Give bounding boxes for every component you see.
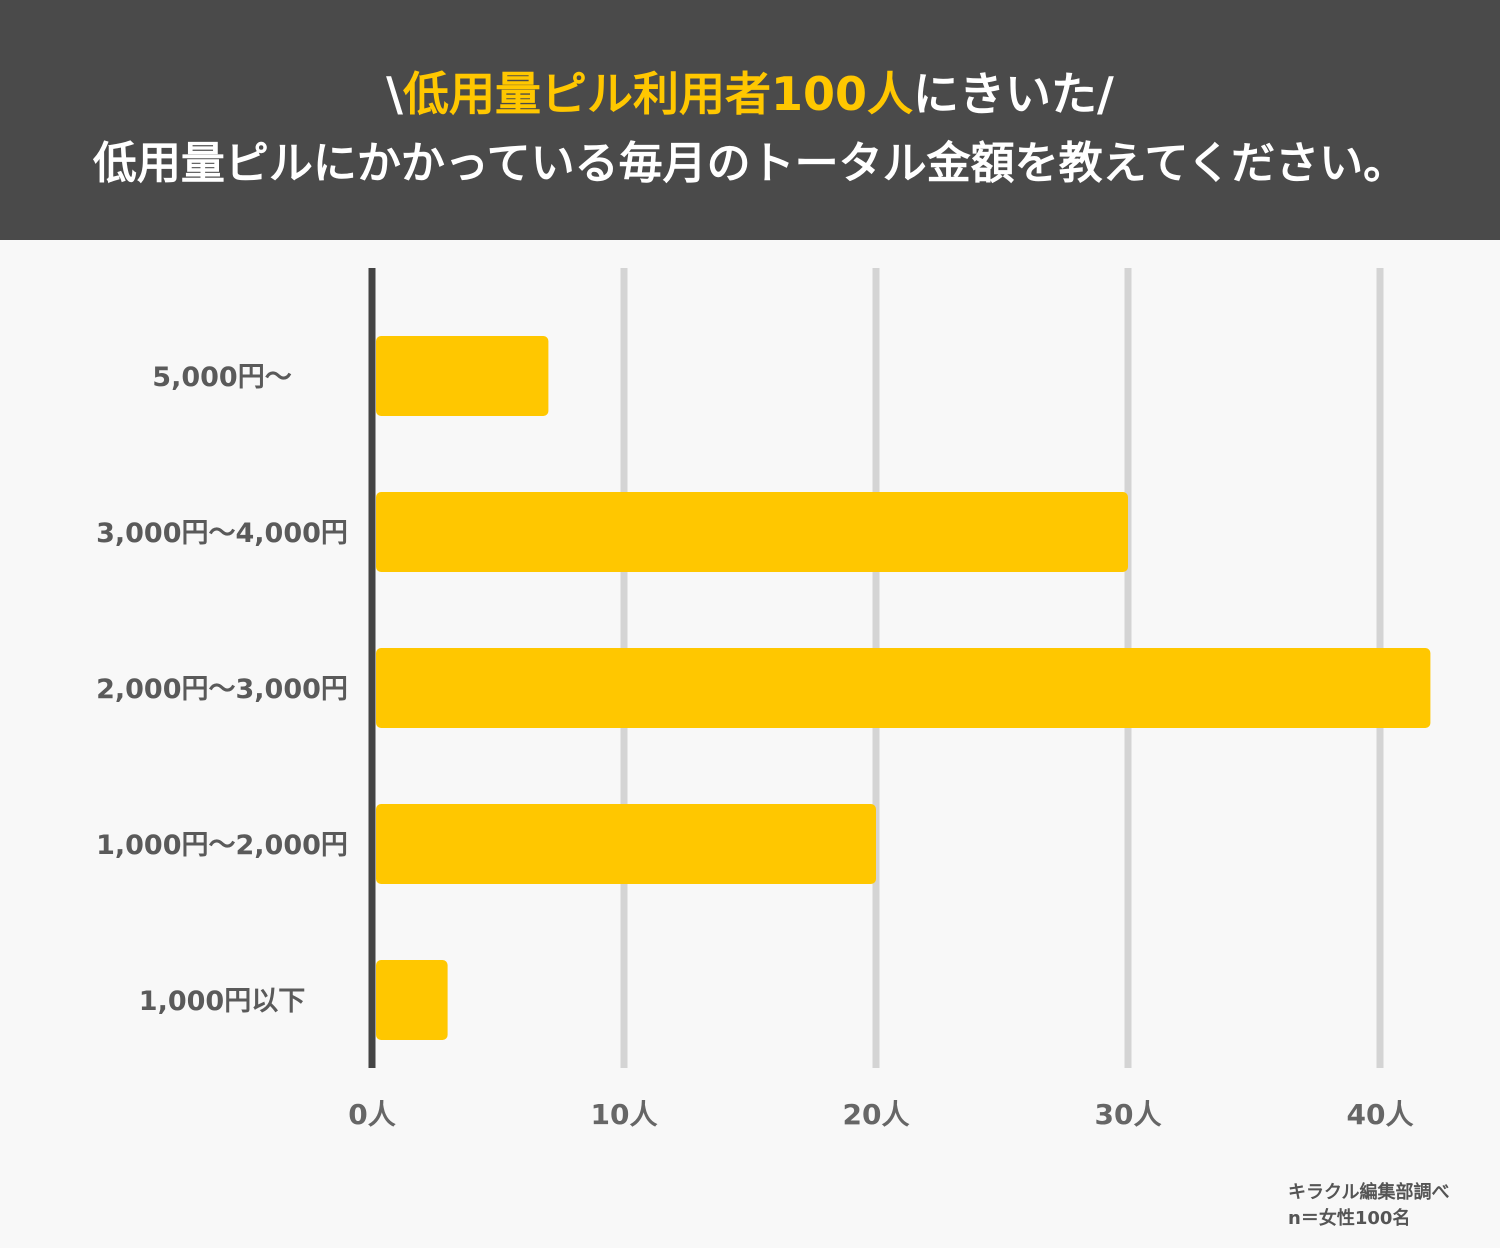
question-title: 低用量ピルにかかっている毎月のトータル金額を教えてください。 bbox=[92, 138, 1408, 189]
category-label: 1,000円〜2,000円 bbox=[96, 830, 348, 861]
category-label: 5,000円〜 bbox=[152, 362, 291, 393]
header-banner: \低用量ピル利用者100人にきいた/ 低用量ピルにかかっている毎月のトータル金額… bbox=[0, 0, 1500, 240]
category-label: 2,000円〜3,000円 bbox=[96, 674, 348, 705]
title-prefix: \ bbox=[386, 67, 403, 121]
x-tick-label: 20人 bbox=[843, 1098, 910, 1131]
source-note: キラクル編集部調べ bbox=[1288, 1182, 1450, 1203]
bar bbox=[376, 804, 876, 884]
footnote: キラクル編集部調べ n＝女性100名 bbox=[1288, 1180, 1449, 1232]
bar bbox=[376, 492, 1128, 572]
bar bbox=[376, 960, 448, 1040]
title-highlight: 低用量ピル利用者100人 bbox=[402, 67, 914, 121]
x-tick-label: 0人 bbox=[348, 1098, 395, 1131]
sample-note: n＝女性100名 bbox=[1288, 1208, 1411, 1229]
x-tick-label: 30人 bbox=[1095, 1098, 1162, 1131]
category-label: 3,000円〜4,000円 bbox=[96, 518, 348, 549]
bar bbox=[376, 336, 549, 416]
x-tick-label: 40人 bbox=[1347, 1098, 1414, 1131]
title-suffix: にきいた/ bbox=[913, 67, 1114, 121]
title-headline: \低用量ピル利用者100人にきいた/ bbox=[0, 62, 1500, 126]
category-label: 1,000円以下 bbox=[139, 986, 305, 1017]
x-tick-label: 10人 bbox=[591, 1098, 658, 1131]
bar bbox=[376, 648, 1431, 728]
